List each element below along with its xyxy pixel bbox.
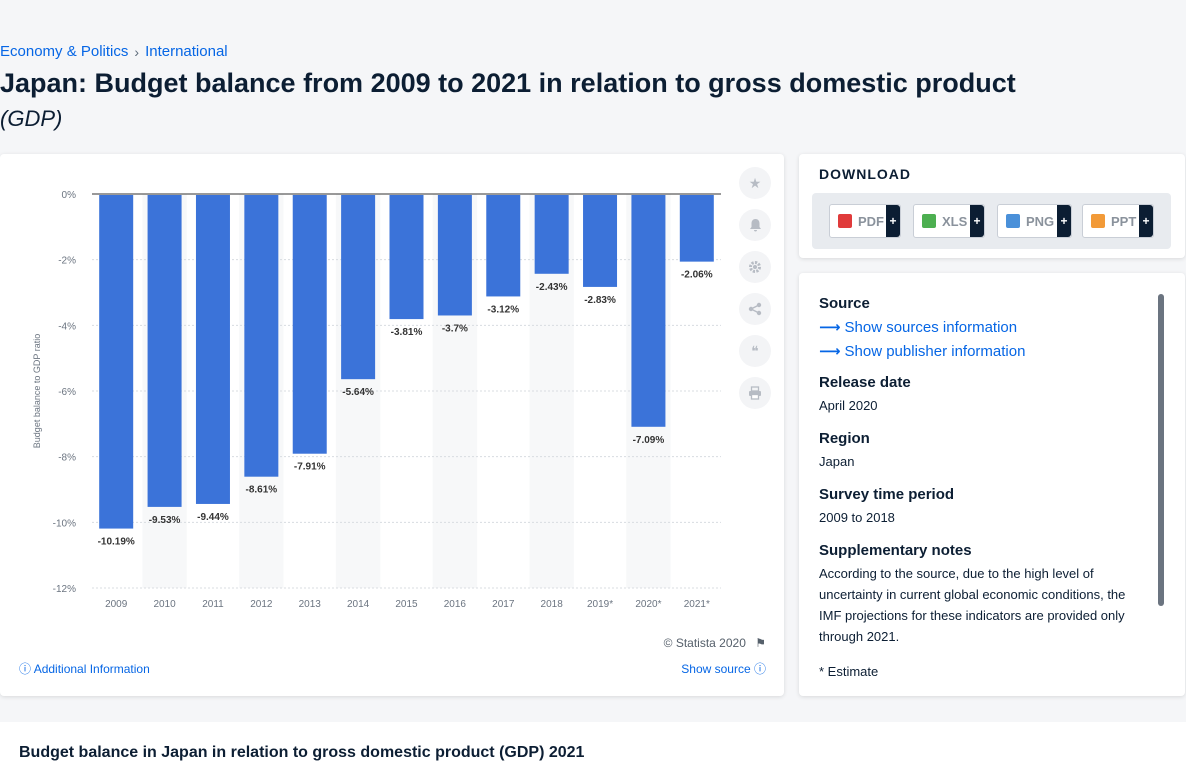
related-statistic-title[interactable]: Budget balance in Japan in relation to g… bbox=[19, 744, 585, 761]
additional-information-link[interactable]: ⓘ Additional Information bbox=[19, 662, 150, 676]
arrow-right-icon: ⟶ bbox=[819, 343, 841, 360]
bar bbox=[292, 195, 327, 454]
copyright: © Statista 2020 ⚑ bbox=[663, 636, 766, 650]
y-tick-label: -4% bbox=[58, 321, 76, 332]
bar bbox=[195, 195, 230, 504]
data-label: -3.7% bbox=[442, 323, 468, 334]
download-png-button[interactable]: PNG + bbox=[997, 204, 1072, 238]
supplementary-notes-heading: Supplementary notes bbox=[819, 542, 972, 559]
ppt-file-icon bbox=[1091, 214, 1105, 228]
estimate-note: * Estimate bbox=[819, 664, 879, 679]
share-icon[interactable] bbox=[739, 293, 771, 325]
bar bbox=[486, 195, 521, 297]
breadcrumb-separator: › bbox=[134, 43, 140, 60]
supplementary-notes-value: According to the source, due to the high… bbox=[819, 566, 1126, 644]
bell-icon[interactable] bbox=[739, 209, 771, 241]
x-tick-label: 2014 bbox=[347, 599, 370, 610]
info-scrollbar[interactable] bbox=[1158, 294, 1164, 606]
breadcrumb-international[interactable]: International bbox=[145, 43, 228, 60]
data-label: -5.64% bbox=[342, 387, 374, 398]
data-label: -3.12% bbox=[487, 304, 519, 315]
gear-icon[interactable] bbox=[739, 251, 771, 283]
bar bbox=[341, 195, 376, 380]
y-axis-label: Budget balance to GDP ratio bbox=[32, 334, 42, 448]
bar bbox=[99, 195, 134, 529]
breadcrumb-economy[interactable]: Economy & Politics bbox=[0, 43, 129, 60]
download-ppt-button[interactable]: PPT + bbox=[1082, 204, 1154, 238]
data-label: -9.53% bbox=[149, 515, 181, 526]
survey-period-value: 2009 to 2018 bbox=[819, 510, 895, 525]
x-tick-label: 2009 bbox=[105, 599, 128, 610]
data-label: -3.81% bbox=[391, 327, 423, 338]
info-card: Source ⟶ Show sources information ⟶ Show p… bbox=[799, 273, 1185, 696]
print-icon[interactable] bbox=[739, 377, 771, 409]
data-label: -7.09% bbox=[633, 435, 665, 446]
pdf-file-icon bbox=[838, 214, 852, 228]
download-pdf-button[interactable]: PDF + bbox=[829, 204, 901, 238]
show-publisher-link[interactable]: ⟶ Show publisher information bbox=[819, 343, 1026, 360]
download-card: DOWNLOAD PDF + XLS + PNG + PPT + bbox=[799, 154, 1185, 258]
info-icon: ⓘ bbox=[19, 662, 32, 676]
y-tick-label: -2% bbox=[58, 256, 76, 267]
data-label: -2.43% bbox=[536, 282, 568, 293]
flag-icon[interactable]: ⚑ bbox=[755, 636, 766, 650]
x-tick-label: 2020* bbox=[635, 599, 661, 610]
page-title: Japan: Budget balance from 2009 to 2021 … bbox=[0, 68, 1016, 98]
survey-period-heading: Survey time period bbox=[819, 486, 955, 503]
y-tick-label: 0% bbox=[62, 190, 77, 201]
x-tick-label: 2012 bbox=[250, 599, 273, 610]
data-label: -2.83% bbox=[584, 295, 616, 306]
x-tick-label: 2016 bbox=[444, 599, 467, 610]
chart-toolbar: ★ ❝ bbox=[739, 167, 771, 419]
star-icon[interactable]: ★ bbox=[739, 167, 771, 199]
x-tick-label: 2021* bbox=[684, 599, 710, 610]
arrow-right-icon: ⟶ bbox=[819, 319, 841, 336]
x-tick-label: 2010 bbox=[153, 599, 176, 610]
data-label: -2.06% bbox=[681, 270, 713, 281]
data-label: -10.19% bbox=[98, 537, 135, 548]
bar bbox=[631, 195, 666, 427]
bottom-section bbox=[0, 722, 1186, 762]
bar-chart: 0% -2% -4% -6% -8% -10% -12% Budget balance to … bbox=[32, 190, 721, 610]
quote-icon[interactable]: ❝ bbox=[739, 335, 771, 367]
scrollbar-thumb[interactable] bbox=[1158, 294, 1164, 606]
x-tick-label: 2011 bbox=[202, 599, 224, 610]
bar bbox=[244, 195, 279, 477]
x-tick-label: 2018 bbox=[541, 599, 564, 610]
x-tick-label: 2013 bbox=[299, 599, 322, 610]
chart-card: 0% -2% -4% -6% -8% -10% -12% Budget balance to … bbox=[0, 154, 784, 696]
region-value: Japan bbox=[819, 454, 855, 469]
bar bbox=[147, 195, 182, 507]
bar bbox=[534, 195, 569, 274]
breadcrumb: Economy & Politics › International bbox=[0, 43, 228, 60]
bar bbox=[583, 195, 618, 287]
x-tick-label: 2017 bbox=[492, 599, 515, 610]
source-heading: Source bbox=[819, 295, 870, 312]
png-file-icon bbox=[1006, 214, 1020, 228]
x-tick-label: 2015 bbox=[395, 599, 418, 610]
download-title: DOWNLOAD bbox=[819, 166, 911, 182]
data-label: -7.91% bbox=[294, 462, 326, 473]
region-heading: Region bbox=[819, 430, 870, 447]
bar bbox=[679, 195, 714, 262]
xls-file-icon bbox=[922, 214, 936, 228]
download-buttons: PDF + XLS + PNG + PPT + bbox=[812, 193, 1171, 249]
x-tick-label: 2019* bbox=[587, 599, 613, 610]
y-tick-label: -10% bbox=[53, 518, 76, 529]
y-tick-label: -6% bbox=[58, 387, 76, 398]
bar bbox=[389, 195, 424, 320]
page-subtitle: (GDP) bbox=[0, 106, 63, 131]
show-source-link[interactable]: Show source ⓘ bbox=[681, 662, 766, 676]
download-xls-button[interactable]: XLS + bbox=[913, 204, 985, 238]
bar bbox=[437, 195, 472, 316]
show-sources-link[interactable]: ⟶ Show sources information bbox=[819, 319, 1018, 336]
y-tick-label: -12% bbox=[53, 584, 76, 595]
release-date-value: April 2020 bbox=[819, 398, 878, 413]
data-label: -9.44% bbox=[197, 512, 229, 523]
data-label: -8.61% bbox=[246, 485, 278, 496]
release-date-heading: Release date bbox=[819, 374, 911, 391]
y-tick-label: -8% bbox=[58, 453, 76, 464]
info-icon: ⓘ bbox=[753, 662, 766, 676]
